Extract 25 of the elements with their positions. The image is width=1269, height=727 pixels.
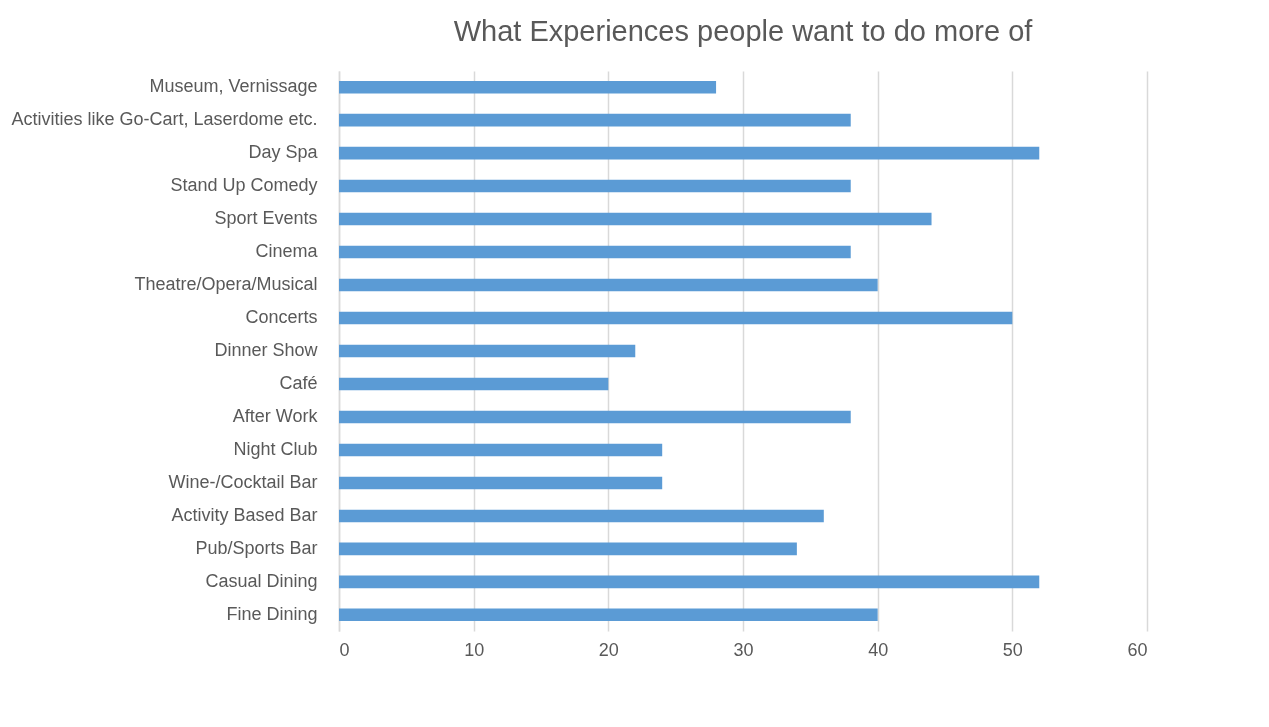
x-tick-label: 20	[598, 639, 619, 660]
y-tick-label: Theatre/Opera/Musical	[134, 274, 318, 295]
y-tick-label: Cinema	[255, 241, 319, 262]
y-tick-label: Museum, Vernissage	[149, 76, 318, 97]
chart-title: What Experiences people want to do more of	[453, 15, 1034, 47]
y-tick-label: Activity Based Bar	[171, 504, 318, 525]
y-tick-label: Day Spa	[248, 142, 319, 163]
x-tick-label: 40	[868, 639, 889, 660]
y-tick-label: Stand Up Comedy	[170, 175, 318, 196]
y-tick-label: Pub/Sports Bar	[195, 537, 318, 558]
y-tick-label: Sport Events	[214, 208, 318, 229]
y-tick-label: Night Club	[233, 438, 318, 459]
y-tick-label: After Work	[232, 405, 319, 426]
y-tick-label: Dinner Show	[214, 340, 319, 360]
y-tick-label: Activities like Go-Cart, Laserdome etc.	[11, 109, 318, 130]
y-tick-label: Café	[279, 372, 318, 393]
x-tick-label: 50	[1002, 639, 1023, 660]
x-tick-label: 10	[464, 639, 485, 660]
x-tick-label: 30	[733, 639, 754, 660]
x-tick-label: 60	[1127, 639, 1148, 660]
y-tick-label: Wine-/Cocktail Bar	[168, 471, 318, 492]
y-tick-label: Casual Dining	[205, 570, 318, 591]
y-tick-label: Concerts	[245, 307, 318, 328]
y-tick-label: Fine Dining	[226, 603, 318, 624]
x-tick-label: 0	[339, 639, 350, 660]
